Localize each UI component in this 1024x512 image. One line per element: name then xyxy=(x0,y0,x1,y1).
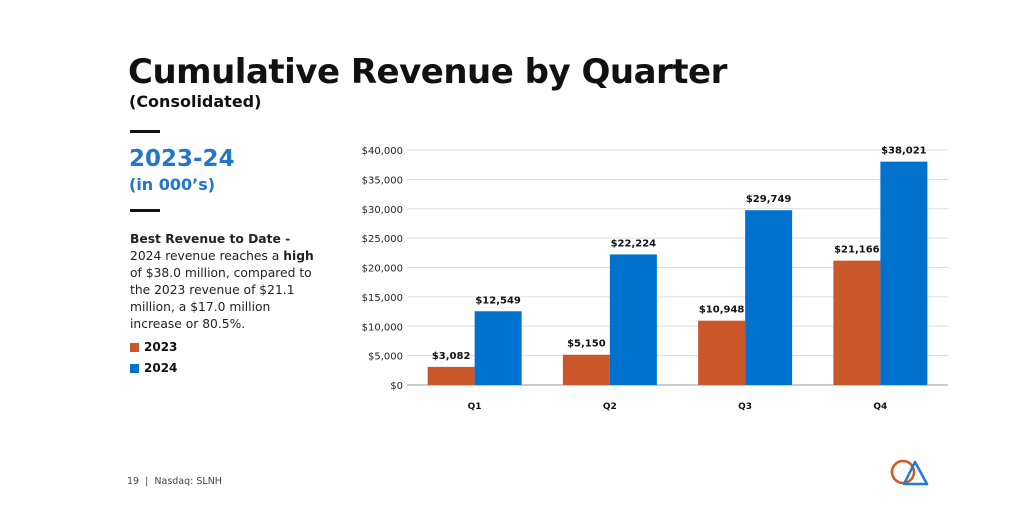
legend-label: 2024 xyxy=(144,361,178,375)
period-label: 2023-24 xyxy=(129,146,235,172)
y-tick-label: $15,000 xyxy=(362,293,403,304)
page-title: Cumulative Revenue by Quarter xyxy=(128,52,727,92)
data-label: $10,948 xyxy=(699,305,745,316)
data-label: $3,082 xyxy=(432,351,471,362)
data-label: $38,021 xyxy=(881,146,927,157)
y-tick-label: $40,000 xyxy=(362,146,403,157)
data-label: $29,749 xyxy=(746,194,792,205)
bar-2023-Q4 xyxy=(833,260,881,385)
data-label: $12,549 xyxy=(475,295,521,306)
page-subtitle: (Consolidated) xyxy=(129,92,262,111)
legend-label: 2023 xyxy=(144,340,178,354)
desc-bold: Best Revenue to Date - xyxy=(130,232,291,246)
description: Best Revenue to Date - 2024 revenue reac… xyxy=(130,231,320,333)
units-label: (in 000’s) xyxy=(129,175,216,194)
y-tick-label: $35,000 xyxy=(362,175,403,186)
legend-item-2024: 2024 xyxy=(130,361,177,375)
data-label: $21,166 xyxy=(834,245,880,256)
y-tick-label: $25,000 xyxy=(362,234,403,245)
legend-item-2023: 2023 xyxy=(130,340,177,354)
bar-2024-Q3 xyxy=(745,210,793,385)
y-tick-label: $20,000 xyxy=(362,264,403,275)
bar-2023-Q1 xyxy=(427,366,475,385)
data-label: $22,224 xyxy=(611,238,657,249)
desc-text: 2024 revenue reaches a xyxy=(130,249,284,263)
company-logo-icon xyxy=(890,459,929,486)
x-tick-label: Q4 xyxy=(873,402,887,412)
x-tick-label: Q2 xyxy=(603,402,617,412)
y-tick-label: $30,000 xyxy=(362,205,403,216)
ticker: Nasdaq: SLNH xyxy=(154,476,222,487)
x-tick-label: Q3 xyxy=(738,402,752,412)
y-tick-label: $0 xyxy=(390,381,403,392)
footer: 19 | Nasdaq: SLNH xyxy=(127,476,222,487)
y-tick-label: $10,000 xyxy=(362,322,403,333)
data-label: $5,150 xyxy=(567,339,606,350)
desc-bold: high xyxy=(283,249,314,263)
bar-2024-Q2 xyxy=(609,254,657,385)
desc-text: of $38.0 million, compared to the 2023 r… xyxy=(130,266,312,331)
legend-swatch xyxy=(130,342,139,352)
footer-separator: | xyxy=(145,476,149,487)
divider xyxy=(130,209,160,212)
bar-2024-Q1 xyxy=(474,311,522,385)
divider xyxy=(130,130,160,133)
bar-2023-Q2 xyxy=(562,354,610,385)
legend-swatch xyxy=(130,363,139,373)
x-tick-label: Q1 xyxy=(468,402,482,412)
bar-2024-Q4 xyxy=(880,161,928,385)
y-tick-label: $5,000 xyxy=(368,352,403,363)
page-number: 19 xyxy=(127,476,140,487)
bar-2023-Q3 xyxy=(698,320,746,385)
